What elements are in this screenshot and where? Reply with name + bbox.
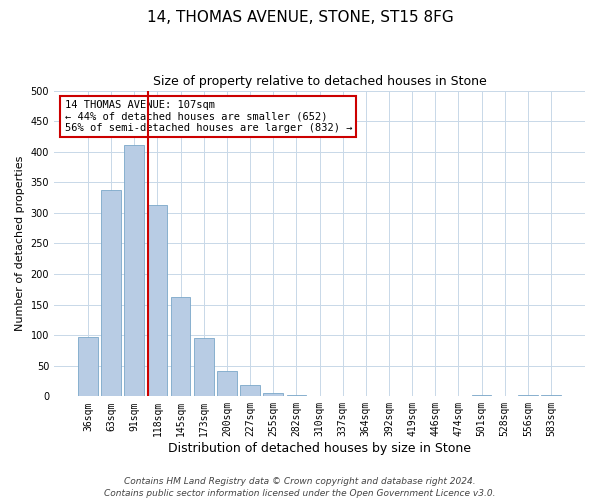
Bar (171, 296, 190, 396)
Bar (124, 145, 144, 397)
Bar (78, 337, 98, 396)
Bar (101, 190, 121, 396)
Bar (217, 370, 237, 396)
Text: 14 THOMAS AVENUE: 107sqm
← 44% of detached houses are smaller (652)
56% of semi-: 14 THOMAS AVENUE: 107sqm ← 44% of detach… (65, 100, 352, 133)
Bar (287, 395, 306, 396)
Bar (263, 392, 283, 396)
Bar (148, 205, 167, 396)
Text: 14, THOMAS AVENUE, STONE, ST15 8FG: 14, THOMAS AVENUE, STONE, ST15 8FG (146, 10, 454, 25)
Bar (541, 395, 561, 396)
Text: Contains HM Land Registry data © Crown copyright and database right 2024.
Contai: Contains HM Land Registry data © Crown c… (104, 476, 496, 498)
Bar (240, 384, 260, 396)
Bar (194, 338, 214, 396)
Bar (518, 395, 538, 396)
Bar (472, 395, 491, 396)
X-axis label: Distribution of detached houses by size in Stone: Distribution of detached houses by size … (168, 442, 471, 455)
Y-axis label: Number of detached properties: Number of detached properties (15, 156, 25, 331)
Title: Size of property relative to detached houses in Stone: Size of property relative to detached ho… (152, 75, 487, 88)
